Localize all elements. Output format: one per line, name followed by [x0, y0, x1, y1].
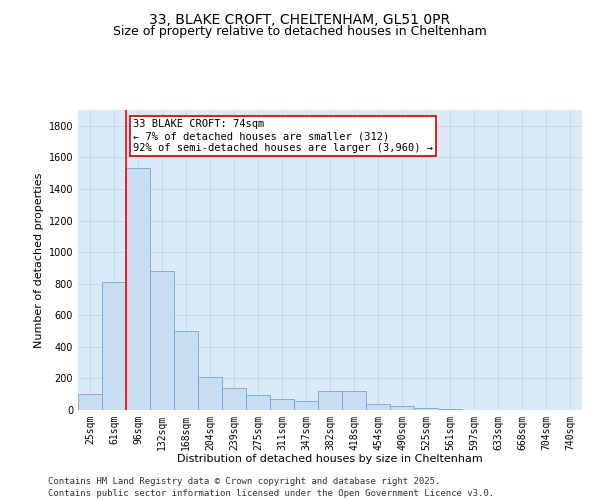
Bar — [174, 331, 198, 410]
Bar — [246, 395, 270, 410]
X-axis label: Distribution of detached houses by size in Cheltenham: Distribution of detached houses by size … — [177, 454, 483, 464]
Bar — [414, 408, 438, 410]
Text: 33 BLAKE CROFT: 74sqm
← 7% of detached houses are smaller (312)
92% of semi-deta: 33 BLAKE CROFT: 74sqm ← 7% of detached h… — [133, 120, 433, 152]
Bar — [294, 402, 318, 410]
Bar — [270, 399, 294, 410]
Bar — [318, 391, 342, 410]
Bar — [126, 168, 150, 410]
Y-axis label: Number of detached properties: Number of detached properties — [34, 172, 44, 348]
Bar — [102, 282, 126, 410]
Bar — [222, 388, 246, 410]
Bar — [390, 406, 414, 410]
Text: Contains HM Land Registry data © Crown copyright and database right 2025.
Contai: Contains HM Land Registry data © Crown c… — [48, 476, 494, 498]
Text: 33, BLAKE CROFT, CHELTENHAM, GL51 0PR: 33, BLAKE CROFT, CHELTENHAM, GL51 0PR — [149, 12, 451, 26]
Bar — [366, 404, 390, 410]
Text: Size of property relative to detached houses in Cheltenham: Size of property relative to detached ho… — [113, 25, 487, 38]
Bar — [150, 271, 174, 410]
Bar — [78, 394, 102, 410]
Bar — [438, 409, 462, 410]
Bar — [342, 391, 366, 410]
Bar — [198, 377, 222, 410]
